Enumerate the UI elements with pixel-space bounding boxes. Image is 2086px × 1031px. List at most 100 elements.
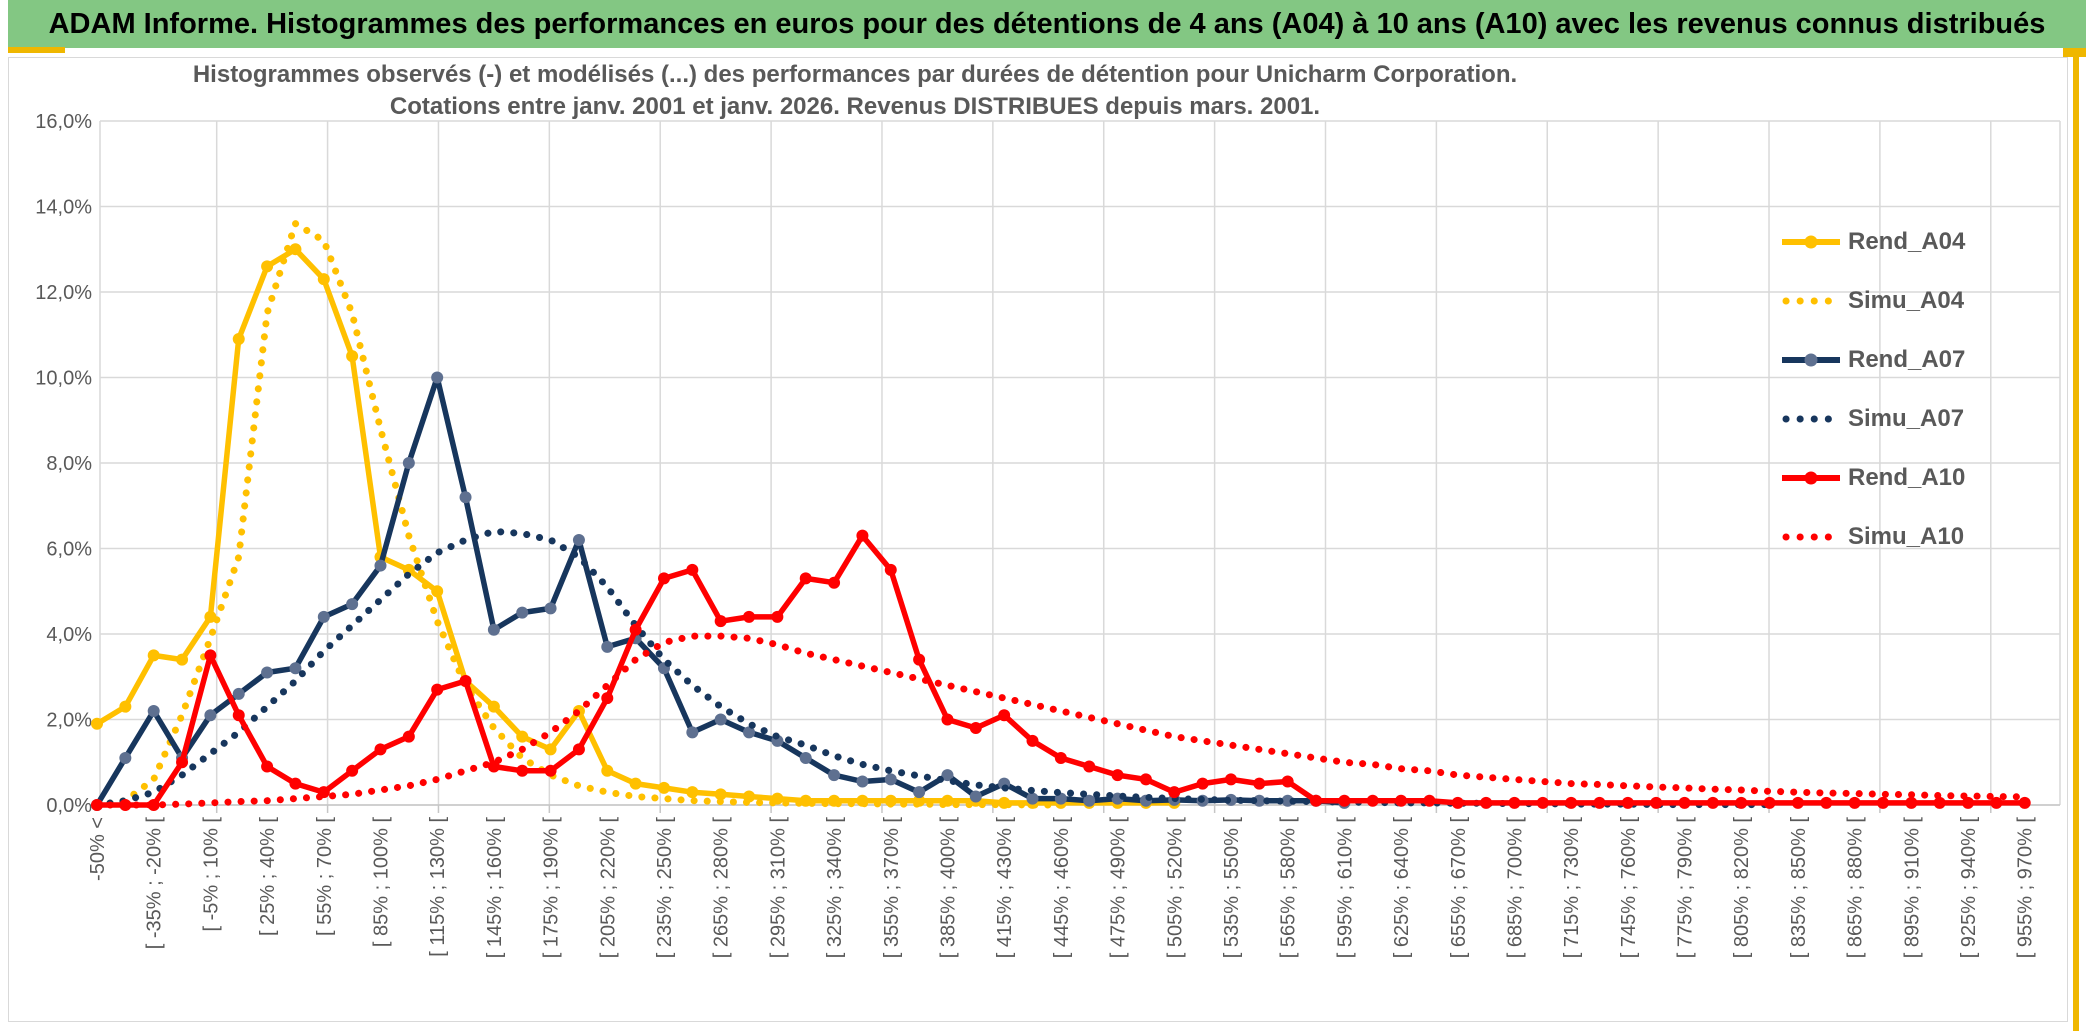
legend-swatch-dotted xyxy=(1782,412,1844,426)
marker-rend_a04 xyxy=(487,700,500,713)
legend-item-rend_a04[interactable]: Rend_A04 xyxy=(1782,212,1965,271)
marker-rend_a10 xyxy=(402,730,415,743)
x-axis-label: [ 445% ; 460% [ xyxy=(1051,817,1073,959)
x-axis-label: [ 925% ; 940% [ xyxy=(1958,817,1980,959)
marker-rend_a10 xyxy=(1310,794,1323,807)
legend-item-simu_a10[interactable]: Simu_A10 xyxy=(1782,507,1965,566)
x-axis-label: [ 355% ; 370% [ xyxy=(881,817,903,959)
legend-item-simu_a07[interactable]: Simu_A07 xyxy=(1782,389,1965,448)
legend-label: Simu_A10 xyxy=(1848,522,1965,550)
x-axis-label: [ 235% ; 250% [ xyxy=(654,817,676,959)
marker-rend_a07 xyxy=(1253,794,1266,807)
y-axis-label: 10,0% xyxy=(35,368,92,390)
marker-rend_a10 xyxy=(686,563,699,576)
page-title: ADAM Informe. Histogrammes des performan… xyxy=(48,7,2046,40)
series-rend_a07[interactable] xyxy=(94,374,1348,808)
marker-rend_a07 xyxy=(261,666,274,679)
marker-rend_a10 xyxy=(1791,796,1804,809)
x-axis-label: [ 625% ; 640% [ xyxy=(1391,817,1413,959)
marker-rend_a07 xyxy=(686,726,699,739)
y-axis-label: 14,0% xyxy=(35,197,92,219)
marker-rend_a10 xyxy=(374,743,387,756)
marker-rend_a07 xyxy=(374,559,387,572)
marker-rend_a07 xyxy=(884,773,897,786)
marker-rend_a10 xyxy=(714,615,727,628)
x-axis-label: [ 145% ; 160% [ xyxy=(484,817,506,959)
marker-rend_a07 xyxy=(913,786,926,799)
accent-sidebar xyxy=(2073,48,2079,1031)
marker-rend_a10 xyxy=(1224,773,1237,786)
marker-rend_a07 xyxy=(487,623,500,636)
x-axis-label: [ 115% ; 130% [ xyxy=(427,817,449,957)
marker-rend_a07 xyxy=(431,371,444,384)
marker-rend_a10 xyxy=(828,576,841,589)
legend-label: Simu_A07 xyxy=(1848,404,1965,432)
x-axis-label: [ 895% ; 910% [ xyxy=(1901,817,1923,959)
marker-rend_a10 xyxy=(487,760,500,773)
legend-item-rend_a07[interactable]: Rend_A07 xyxy=(1782,330,1965,389)
marker-rend_a04 xyxy=(317,273,330,286)
marker-rend_a04 xyxy=(657,781,670,794)
y-axis-label: 2,0% xyxy=(46,710,92,732)
marker-rend_a10 xyxy=(1650,796,1663,809)
marker-rend_a07 xyxy=(799,751,812,764)
marker-rend_a10 xyxy=(261,760,274,773)
chart-legend: Rend_A04 Simu_A04 Rend_A07 Simu_A07 Rend_A10… xyxy=(1782,212,1965,566)
series-simu_a10[interactable] xyxy=(93,632,2029,809)
x-axis-label: [ 865% ; 880% [ xyxy=(1845,817,1867,959)
legend-item-simu_a04[interactable]: Simu_A04 xyxy=(1782,271,1965,330)
series-simu_a04[interactable] xyxy=(93,220,1065,809)
y-axis-label: 6,0% xyxy=(46,539,92,561)
marker-rend_a10 xyxy=(1962,796,1975,809)
marker-rend_a10 xyxy=(232,709,245,722)
marker-rend_a10 xyxy=(176,756,189,769)
marker-rend_a10 xyxy=(289,777,302,790)
marker-rend_a07 xyxy=(601,640,614,653)
x-axis-label: [ -35% ; -20% [ xyxy=(144,817,166,950)
y-axis-label: 4,0% xyxy=(46,624,92,646)
marker-rend_a04 xyxy=(147,649,160,662)
marker-rend_a04 xyxy=(714,788,727,801)
legend-item-rend_a10[interactable]: Rend_A10 xyxy=(1782,448,1965,507)
marker-rend_a10 xyxy=(884,563,897,576)
marker-rend_a07 xyxy=(516,606,529,619)
marker-rend_a04 xyxy=(686,786,699,799)
marker-rend_a10 xyxy=(1706,796,1719,809)
marker-rend_a10 xyxy=(1735,796,1748,809)
marker-rend_a07 xyxy=(828,769,841,782)
marker-rend_a07 xyxy=(346,598,359,611)
x-axis-label: [ 775% ; 790% [ xyxy=(1675,817,1697,959)
marker-rend_a10 xyxy=(431,683,444,696)
marker-rend_a10 xyxy=(572,743,585,756)
x-axis-label: [ 325% ; 340% [ xyxy=(824,817,846,959)
series-rend_a10[interactable] xyxy=(94,532,2028,808)
marker-rend_a10 xyxy=(1848,796,1861,809)
x-axis-label: [ 685% ; 700% [ xyxy=(1504,817,1526,959)
series-simu_a07[interactable] xyxy=(93,527,1774,809)
y-axis-label: 8,0% xyxy=(46,453,92,475)
marker-rend_a10 xyxy=(1395,794,1408,807)
x-axis-label: [ 835% ; 850% [ xyxy=(1788,817,1810,959)
marker-rend_a10 xyxy=(1480,796,1493,809)
marker-rend_a10 xyxy=(1423,794,1436,807)
marker-rend_a10 xyxy=(1054,751,1067,764)
header-bar: ADAM Informe. Histogrammes des performan… xyxy=(8,0,2086,48)
marker-rend_a04 xyxy=(516,730,529,743)
marker-rend_a07 xyxy=(714,713,727,726)
marker-rend_a10 xyxy=(941,713,954,726)
marker-rend_a10 xyxy=(459,675,472,688)
x-axis-label: [ 745% ; 760% [ xyxy=(1618,817,1640,959)
marker-rend_a07 xyxy=(544,602,557,615)
marker-rend_a10 xyxy=(1366,794,1379,807)
marker-rend_a07 xyxy=(572,533,585,546)
marker-rend_a10 xyxy=(799,572,812,585)
marker-rend_a07 xyxy=(1026,792,1039,805)
marker-rend_a10 xyxy=(1111,769,1124,782)
marker-rend_a10 xyxy=(1338,794,1351,807)
marker-rend_a10 xyxy=(1990,796,2003,809)
marker-rend_a10 xyxy=(1876,796,1889,809)
chart-area xyxy=(8,57,2068,1022)
marker-rend_a07 xyxy=(204,709,217,722)
legend-label: Rend_A04 xyxy=(1848,227,1966,255)
